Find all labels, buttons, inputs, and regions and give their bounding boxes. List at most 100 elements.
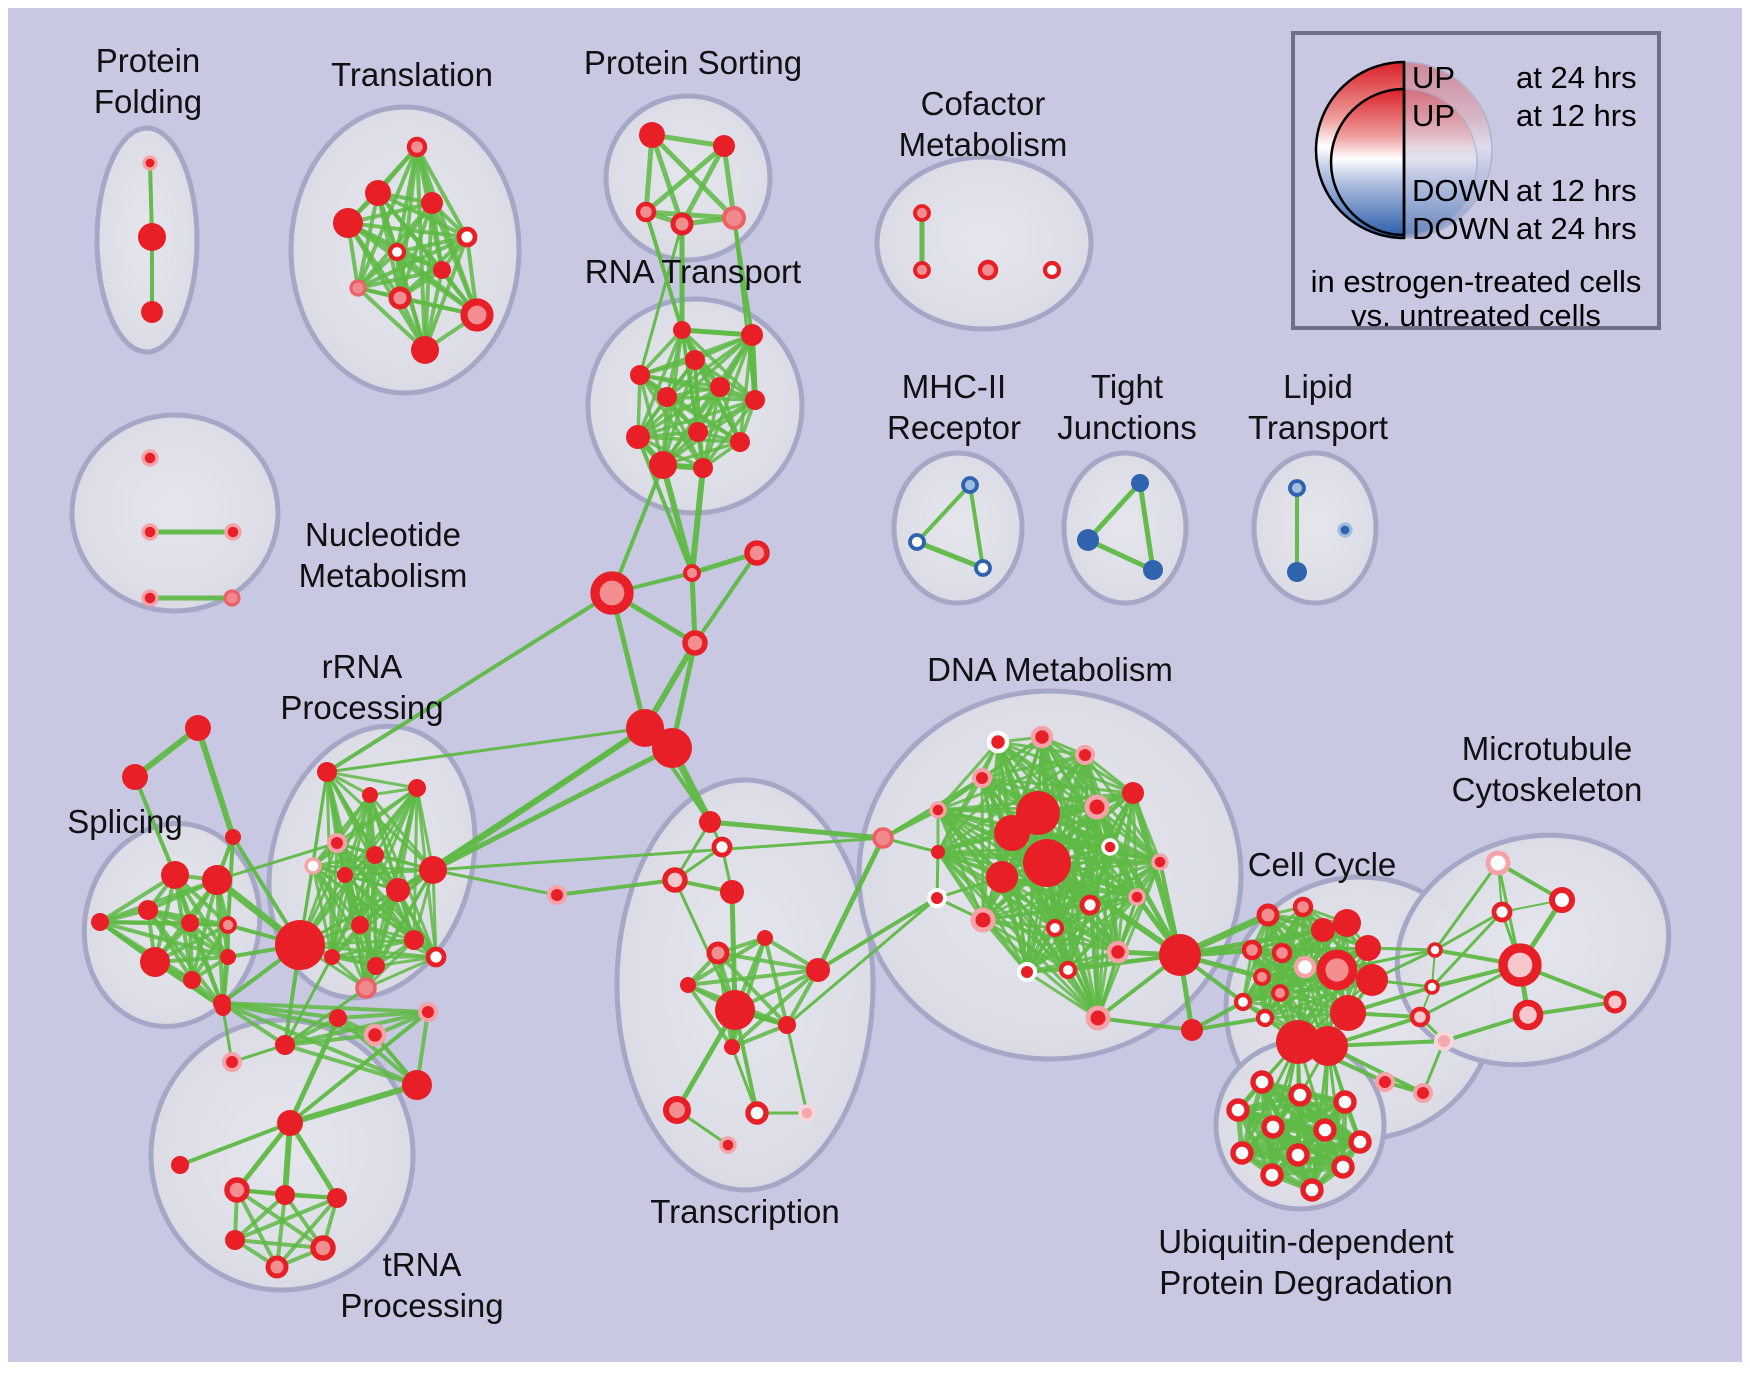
network-edge [968,483,985,570]
network-node [365,180,391,206]
network-edge [311,786,419,868]
network-edge [686,968,820,987]
network-node [929,801,947,819]
cluster-label: Protein [96,42,201,79]
network-node [757,930,773,946]
network-node [927,888,947,908]
network-edge [1085,480,1143,543]
network-node [652,728,692,768]
network-node [639,122,665,148]
network-edge [716,951,789,1027]
network-edge [325,726,647,774]
network-node [662,1095,692,1125]
network-edge [275,1196,339,1269]
network-node [711,836,733,858]
network-node [1311,918,1335,942]
legend-row-label: UP [1412,98,1455,133]
network-edge [981,918,1070,972]
cluster-label: RNA Transport [585,253,801,290]
cluster-label: Protein Degradation [1159,1264,1453,1301]
network-node [213,994,231,1012]
network-node [1413,1083,1433,1103]
network-node [171,1156,189,1174]
network-edge [638,328,684,377]
network-node [1250,1070,1274,1094]
network-node [1288,479,1306,497]
network-node [1260,1163,1284,1187]
network-edge [188,921,225,1010]
network-edge [555,878,677,897]
network-edge [288,1010,430,1125]
network-edge [644,210,684,332]
network-node [219,916,237,934]
network-node [222,1052,242,1072]
network-node [91,913,109,931]
network-edge [235,1188,325,1250]
network-edge [287,1120,340,1201]
network-node [699,811,721,833]
cluster-label: Metabolism [299,557,468,594]
network-node [386,878,410,902]
network-node [138,223,166,251]
network-node [433,261,451,279]
legend-row-label: DOWN [1412,211,1510,246]
cluster-ellipse [1251,450,1379,606]
network-node [1375,1072,1395,1092]
network-node [662,867,688,893]
network-edge [643,143,727,215]
network-node [670,212,694,236]
network-node [1131,474,1149,492]
network-node [225,1230,245,1250]
network-edge [190,878,219,982]
network-node [1253,968,1271,986]
cluster-label: Transport [1248,409,1388,446]
legend: UP at 24 hrs UP at 12 hrs DOWN at 12 hrs… [1291,31,1661,333]
network-edge [215,878,225,1010]
network-node [1485,850,1511,876]
network-edge [980,776,1162,864]
network-node [223,589,241,607]
cluster-label: Folding [94,83,202,120]
cluster-ellipse [148,1017,416,1293]
network-edge [188,921,194,982]
network-node [349,279,367,297]
network-edge [693,551,759,645]
network-node [1151,853,1169,871]
network-edge [146,908,230,959]
network-node [122,764,148,790]
network-node [1077,529,1099,551]
network-node [635,201,657,223]
cluster-label: Junctions [1057,409,1196,446]
cluster-label: Nucleotide [305,516,461,553]
network-edge [220,1001,419,1087]
cluster-label: Cell Cycle [1248,846,1397,883]
network-node [1337,522,1353,538]
network-node [970,907,996,933]
network-node [730,432,750,452]
network-node [744,540,770,566]
network-edge [638,373,705,470]
network-node [138,900,158,920]
network-edge [1025,953,1182,974]
network-node [366,846,384,864]
legend-halfcircle-inner [1329,87,1406,237]
network-node [1075,745,1095,765]
cluster-label: Tight [1091,368,1163,405]
network-node [720,880,744,904]
network-node [741,324,763,346]
network-node [460,298,494,332]
network-node [713,135,735,157]
network-edge [132,725,201,780]
network-node [387,242,407,262]
network-node [715,990,755,1030]
network-node [1261,1115,1285,1139]
network-node [367,957,385,975]
network-edge [679,327,755,338]
cluster-ellipse [1061,450,1189,606]
network-edge [636,328,684,439]
network-edge [364,955,438,990]
network-node [745,390,765,410]
network-node [355,977,377,999]
network-node [1434,1031,1454,1051]
network-node [806,958,830,982]
